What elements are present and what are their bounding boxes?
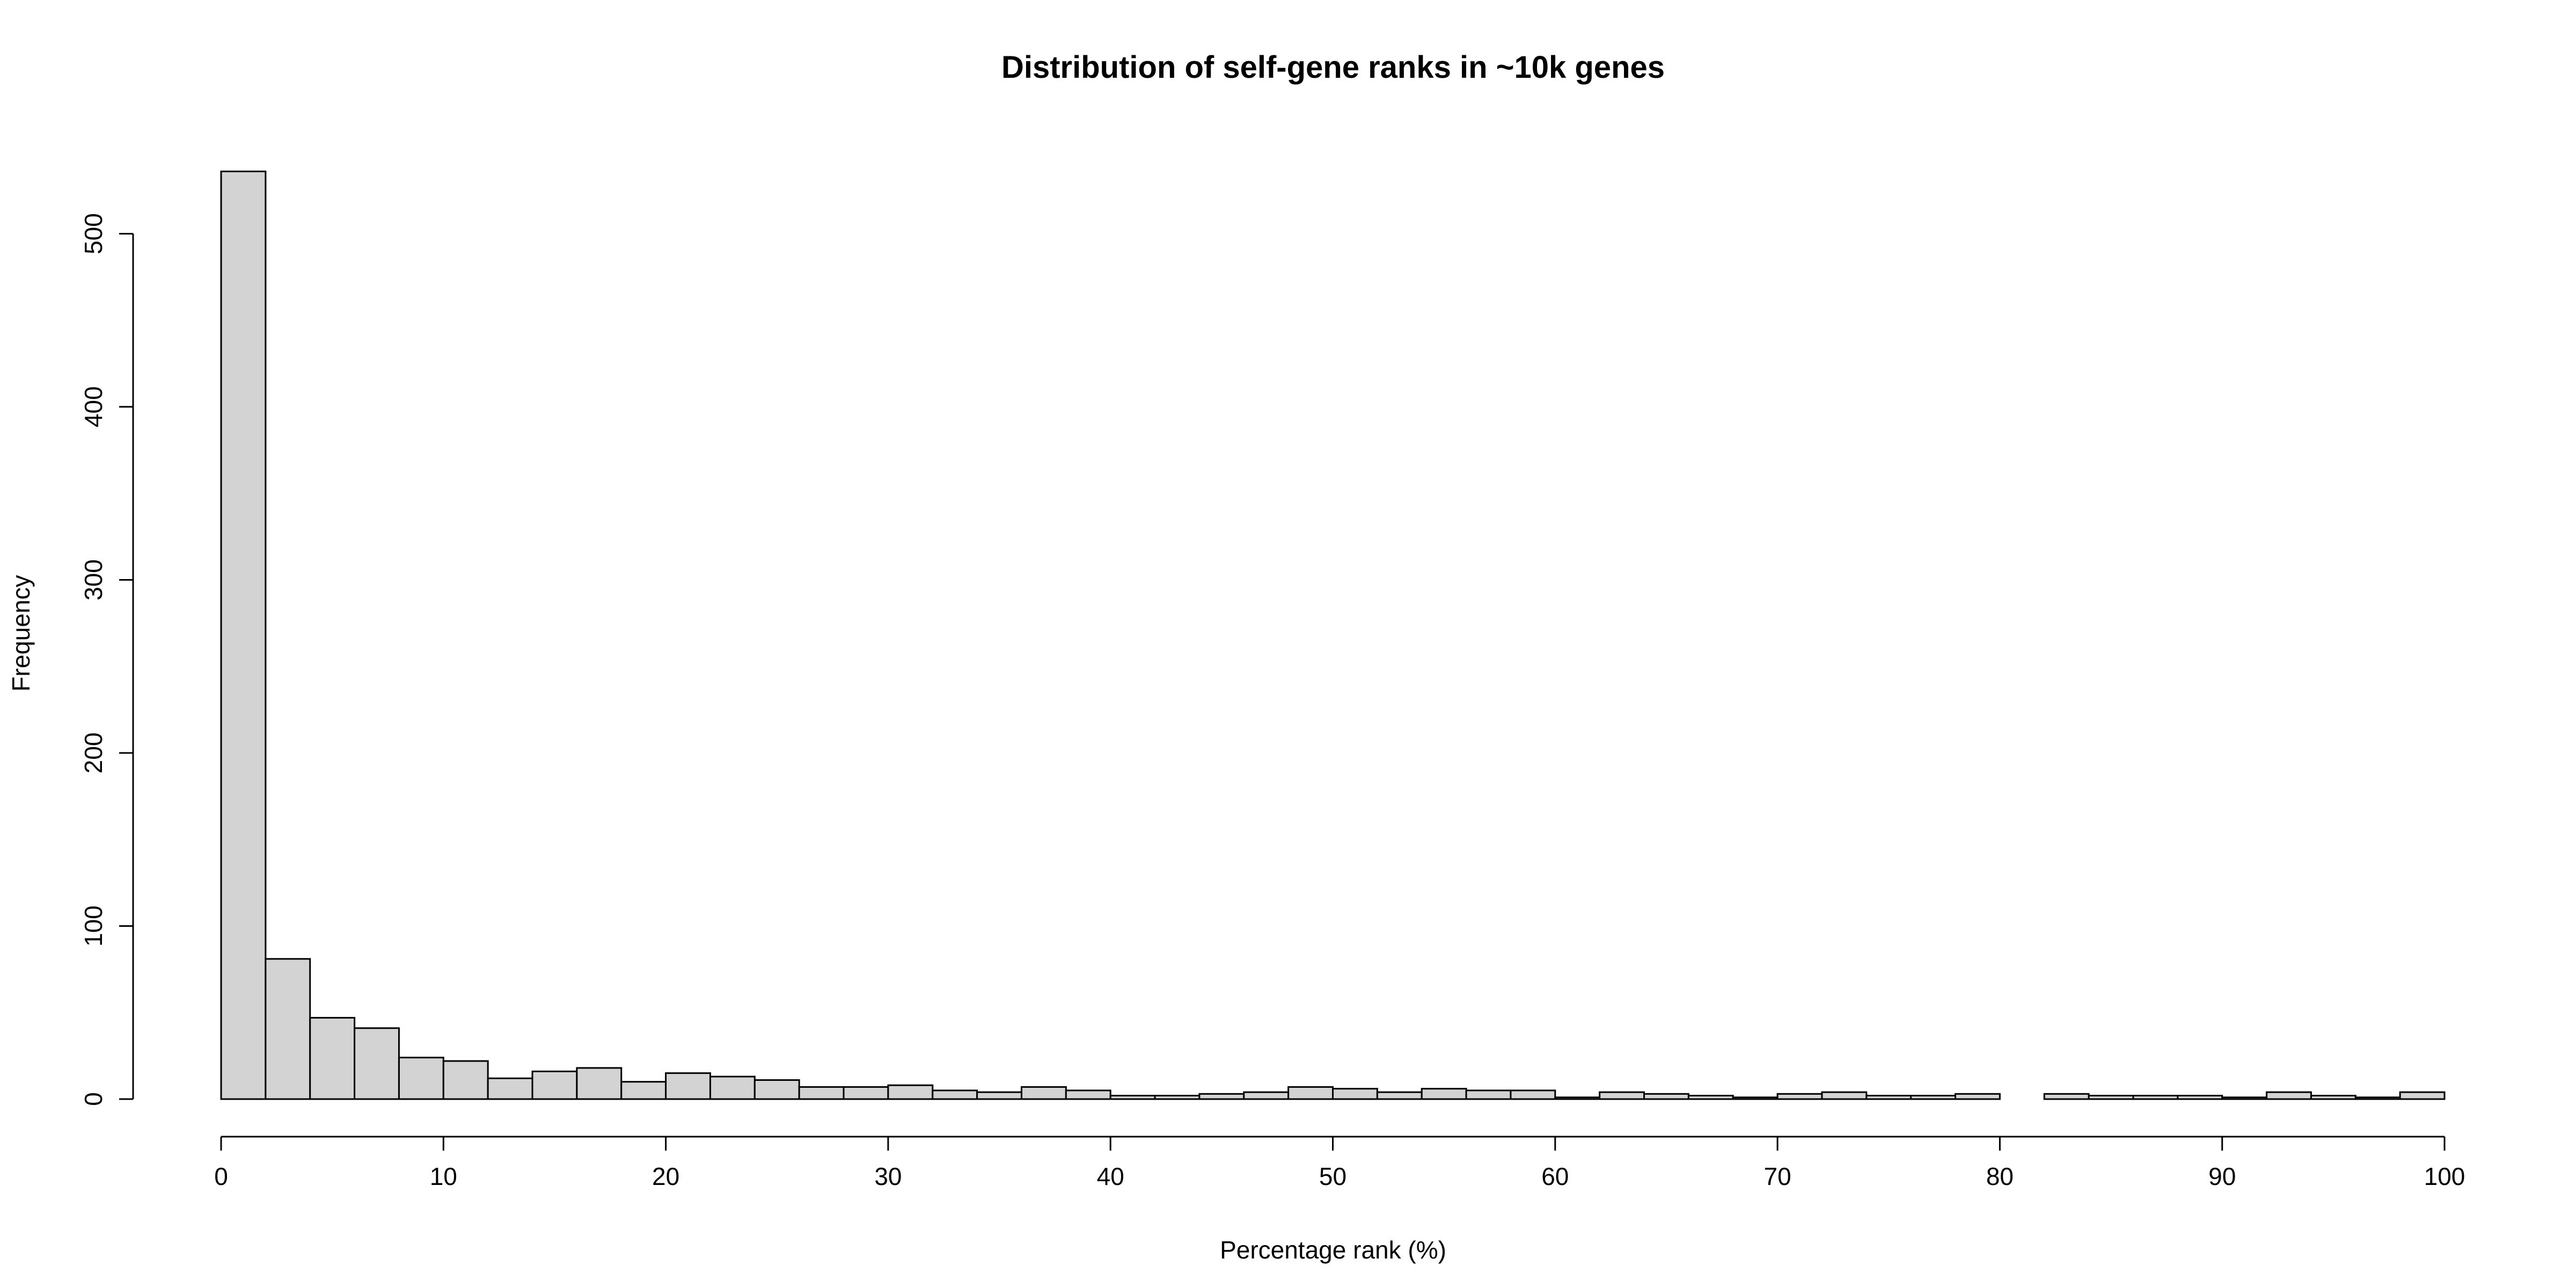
histogram-bar — [1243, 1091, 1290, 1100]
histogram-bar — [354, 1027, 400, 1100]
histogram-bar — [1776, 1093, 1823, 1100]
x-tick-label: 60 — [1541, 1162, 1569, 1190]
x-tick-label: 100 — [2424, 1162, 2465, 1190]
y-tick-label: 200 — [79, 733, 107, 774]
histogram-bar — [753, 1079, 800, 1100]
histogram-bar — [1020, 1086, 1067, 1100]
histogram-bar — [1821, 1091, 1868, 1100]
histogram-bar — [887, 1084, 934, 1100]
histogram-bar — [1910, 1095, 1957, 1100]
histogram-bar — [798, 1086, 845, 1100]
histogram-bar — [2354, 1096, 2401, 1100]
histogram-bar — [843, 1086, 889, 1100]
histogram-bar — [1465, 1089, 1512, 1100]
histogram-bar — [665, 1072, 711, 1100]
histogram-bar — [265, 958, 311, 1100]
y-axis: 0 100 200 300 400 500 — [79, 213, 134, 1106]
histogram-bar — [1154, 1095, 1201, 1100]
histogram-bar — [1510, 1089, 1556, 1100]
x-tick-label: 0 — [214, 1162, 228, 1190]
histogram-bar — [398, 1057, 444, 1100]
histogram-bar — [1065, 1089, 1111, 1100]
bars-group — [220, 170, 2446, 1100]
y-axis-label: Frequency — [7, 575, 35, 691]
y-tick-label: 300 — [79, 559, 107, 601]
x-axis: 0 10 20 30 40 50 60 70 80 90 100 — [214, 1136, 2465, 1190]
histogram-bar — [1109, 1095, 1156, 1100]
histogram-bar — [576, 1067, 623, 1100]
x-tick-label: 20 — [652, 1162, 679, 1190]
histogram-bar — [1955, 1093, 2001, 1100]
histogram-bar — [220, 170, 267, 1100]
histogram-bar — [531, 1070, 578, 1100]
histogram-bar — [1198, 1093, 1245, 1100]
histogram-bar — [309, 1016, 356, 1100]
histogram-bar — [2088, 1095, 2134, 1100]
histogram-bar — [2310, 1095, 2357, 1100]
x-tick-label: 40 — [1097, 1162, 1124, 1190]
chart-title: Distribution of self-gene ranks in ~10k … — [1001, 50, 1665, 85]
histogram-bar — [2221, 1096, 2268, 1100]
histogram-bar — [1643, 1093, 1689, 1100]
x-tick-label: 10 — [430, 1162, 457, 1190]
histogram-bar — [2266, 1091, 2312, 1100]
histogram-bar — [2177, 1095, 2223, 1100]
y-tick-label: 0 — [79, 1092, 107, 1106]
histogram-bar — [1332, 1088, 1378, 1100]
x-tick-label: 30 — [874, 1162, 902, 1190]
histogram-bar — [1687, 1095, 1734, 1100]
histogram-bar — [1865, 1095, 1912, 1100]
x-tick-label: 90 — [2208, 1162, 2236, 1190]
histogram-bar — [1732, 1096, 1779, 1100]
x-axis-label: Percentage rank (%) — [1220, 1236, 1446, 1264]
histogram-bar — [1599, 1091, 1645, 1100]
histogram-bar — [1287, 1086, 1334, 1100]
histogram-bar — [932, 1089, 978, 1100]
histogram-bar — [1421, 1088, 1467, 1100]
x-tick-label: 70 — [1764, 1162, 1791, 1190]
y-tick-label: 100 — [79, 905, 107, 947]
y-tick-label: 500 — [79, 213, 107, 254]
x-tick-label: 80 — [1986, 1162, 2014, 1190]
x-tick-label: 50 — [1319, 1162, 1346, 1190]
histogram-bar — [976, 1091, 1022, 1100]
histogram-bar — [2399, 1091, 2446, 1100]
histogram-bar — [709, 1075, 756, 1100]
histogram-bar — [1554, 1096, 1601, 1100]
histogram-bar — [620, 1081, 667, 1100]
histogram-bar — [1376, 1091, 1423, 1100]
histogram-bar — [2132, 1095, 2179, 1100]
histogram-bar — [2043, 1093, 2090, 1100]
histogram-bar — [487, 1077, 533, 1100]
y-tick-label: 400 — [79, 386, 107, 428]
histogram-bar — [442, 1060, 489, 1100]
